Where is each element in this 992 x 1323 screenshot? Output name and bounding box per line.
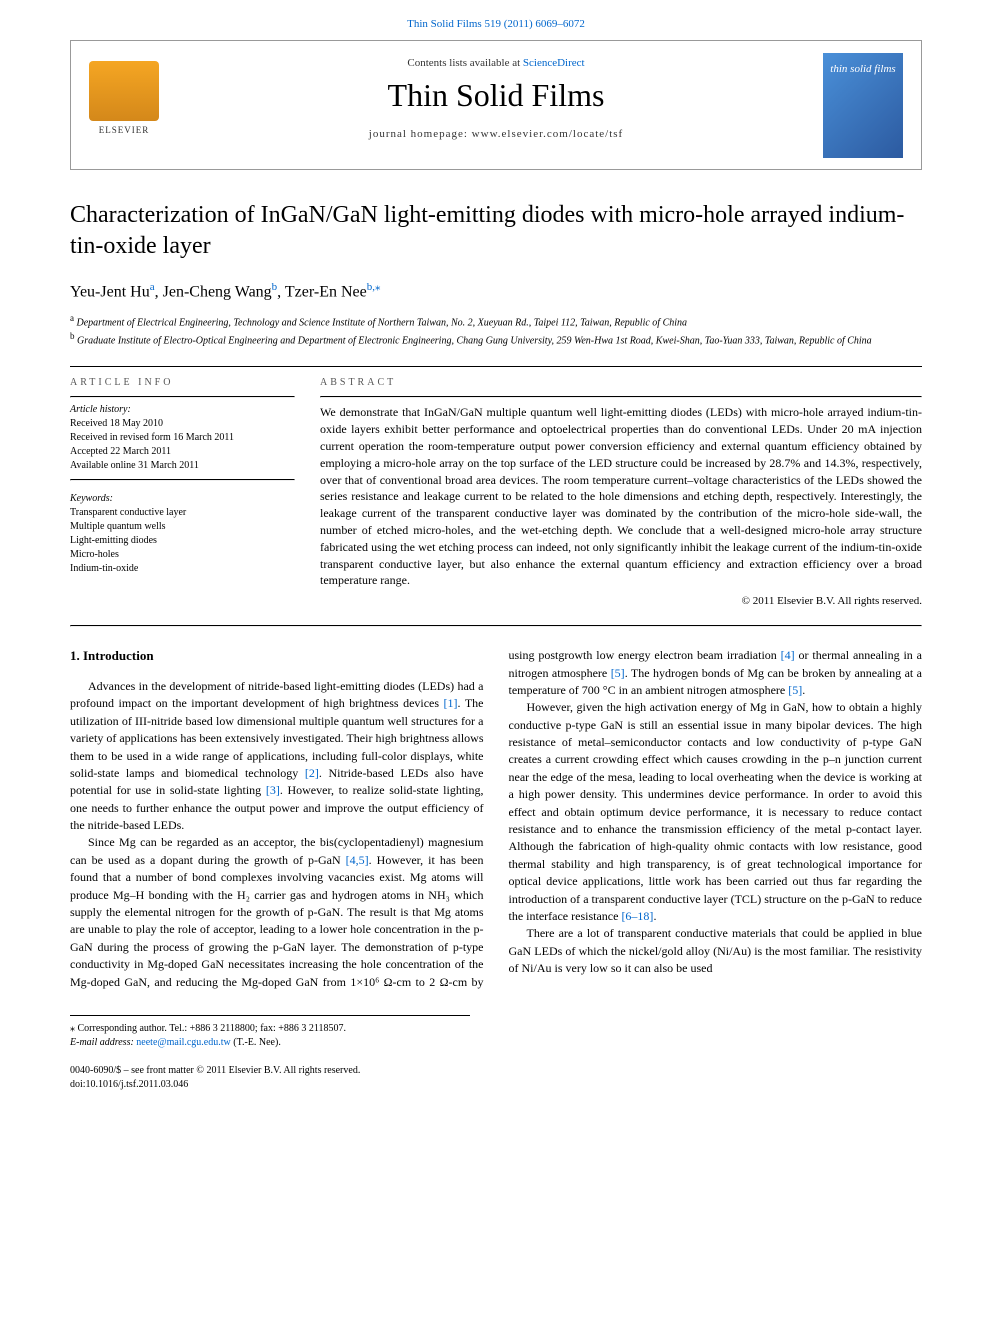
journal-homepage: journal homepage: www.elsevier.com/locat… xyxy=(89,128,903,140)
ref-3[interactable]: [3] xyxy=(266,783,280,797)
authors-line: Yeu-Jent Hua, Jen-Cheng Wangb, Tzer-En N… xyxy=(70,280,922,301)
ref-4[interactable]: [4] xyxy=(781,648,795,662)
ref-5[interactable]: [5] xyxy=(611,666,625,680)
copyright: © 2011 Elsevier B.V. All rights reserved… xyxy=(320,595,922,607)
email-label: E-mail address: xyxy=(70,1037,136,1048)
author-3-sup: b, xyxy=(367,281,375,293)
abstract-heading: abstract xyxy=(320,377,922,388)
ref-5b[interactable]: [5] xyxy=(788,683,802,697)
corresponding-star: ⁎ xyxy=(375,281,381,293)
journal-name: Thin Solid Films xyxy=(89,77,903,114)
keywords-label: Keywords: xyxy=(70,493,295,504)
received-date: Received 18 May 2010 xyxy=(70,417,295,431)
t: However, given the high activation energ… xyxy=(509,700,923,923)
ref-4-5[interactable]: [4,5] xyxy=(346,853,369,867)
section-1-heading: 1. Introduction xyxy=(70,647,484,666)
divider xyxy=(320,396,922,398)
online-date: Available online 31 March 2011 xyxy=(70,459,295,473)
t: Advances in the development of nitride-b… xyxy=(70,679,484,710)
author-2: Jen-Cheng Wang xyxy=(163,284,272,301)
accepted-date: Accepted 22 March 2011 xyxy=(70,445,295,459)
divider xyxy=(70,479,295,481)
divider xyxy=(70,396,295,398)
affiliations: a Department of Electrical Engineering, … xyxy=(70,312,922,349)
ref-6-18[interactable]: [6–18] xyxy=(621,909,653,923)
author-3: Tzer-En Nee xyxy=(285,284,367,301)
article-info-heading: article info xyxy=(70,377,295,388)
journal-header: ELSEVIER Contents lists available at Sci… xyxy=(70,40,922,170)
article-title: Characterization of InGaN/GaN light-emit… xyxy=(70,200,922,262)
keyword-5: Indium-tin-oxide xyxy=(70,562,295,576)
elsevier-logo: ELSEVIER xyxy=(89,61,159,146)
keyword-3: Light-emitting diodes xyxy=(70,534,295,548)
t: . xyxy=(802,683,805,697)
author-1: Yeu-Jent Hu xyxy=(70,284,150,301)
ref-2[interactable]: [2] xyxy=(305,766,319,780)
elsevier-label: ELSEVIER xyxy=(89,125,159,135)
keyword-2: Multiple quantum wells xyxy=(70,520,295,534)
doi-line: doi:10.1016/j.tsf.2011.03.046 xyxy=(70,1078,470,1092)
author-2-sup: b xyxy=(272,281,278,293)
corresponding-author: ⁎ Corresponding author. Tel.: +886 3 211… xyxy=(70,1015,470,1050)
contents-text: Contents lists available at xyxy=(407,57,522,69)
para-4: There are a lot of transparent conductiv… xyxy=(509,925,923,977)
footer: ⁎ Corresponding author. Tel.: +886 3 211… xyxy=(0,1015,992,1112)
contents-available: Contents lists available at ScienceDirec… xyxy=(89,57,903,69)
keyword-4: Micro-holes xyxy=(70,548,295,562)
body-columns: 1. Introduction Advances in the developm… xyxy=(70,647,922,991)
ref-1[interactable]: [1] xyxy=(444,696,458,710)
revised-date: Received in revised form 16 March 2011 xyxy=(70,431,295,445)
para-1: Advances in the development of nitride-b… xyxy=(70,678,484,835)
para-3: However, given the high activation energ… xyxy=(509,699,923,925)
affiliation-a: a Department of Electrical Engineering, … xyxy=(70,312,922,330)
journal-cover-icon: thin solid films xyxy=(823,53,903,158)
article-info-column: article info Article history: Received 1… xyxy=(70,377,295,607)
elsevier-tree-icon xyxy=(89,61,159,121)
history-label: Article history: xyxy=(70,404,295,415)
email-who: (T.-E. Nee). xyxy=(231,1037,281,1048)
sciencedirect-link[interactable]: ScienceDirect xyxy=(523,57,585,69)
affiliation-b: b Graduate Institute of Electro-Optical … xyxy=(70,330,922,348)
aff-b-text: Graduate Institute of Electro-Optical En… xyxy=(75,335,872,346)
email-link[interactable]: neete@mail.cgu.edu.tw xyxy=(136,1037,230,1048)
aff-a-text: Department of Electrical Engineering, Te… xyxy=(74,317,687,328)
cover-text: thin solid films xyxy=(830,63,895,76)
corr-text: Corresponding author. Tel.: +886 3 21188… xyxy=(75,1023,346,1034)
abstract-text: We demonstrate that InGaN/GaN multiple q… xyxy=(320,404,922,589)
issn-line: 0040-6090/$ – see front matter © 2011 El… xyxy=(70,1064,470,1078)
keyword-1: Transparent conductive layer xyxy=(70,506,295,520)
author-1-sup: a xyxy=(150,281,155,293)
doi-block: 0040-6090/$ – see front matter © 2011 El… xyxy=(70,1064,470,1092)
journal-citation[interactable]: Thin Solid Films 519 (2011) 6069–6072 xyxy=(0,0,992,40)
abstract-column: abstract We demonstrate that InGaN/GaN m… xyxy=(320,377,922,607)
divider xyxy=(70,625,922,627)
t: . xyxy=(653,909,656,923)
divider xyxy=(70,366,922,367)
